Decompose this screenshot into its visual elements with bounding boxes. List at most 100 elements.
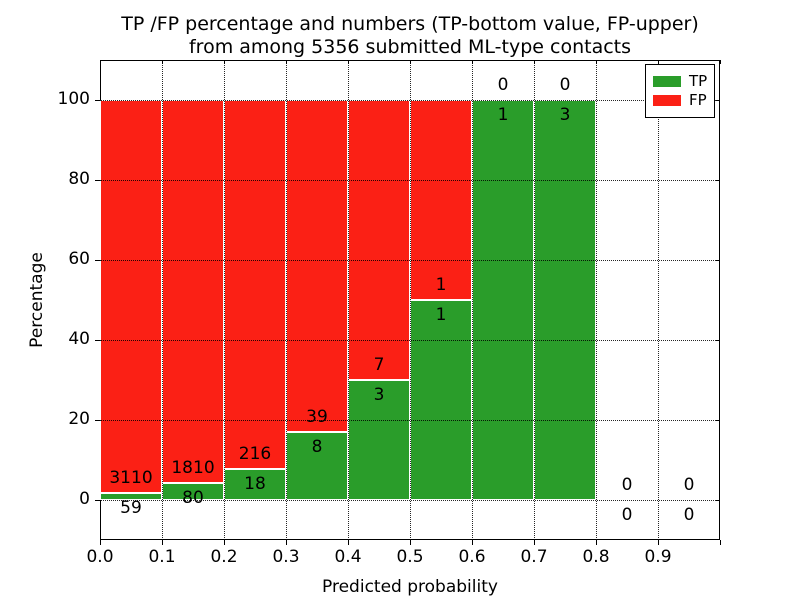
fp-count-label: 0 <box>497 75 509 95</box>
x-gridline <box>348 60 349 540</box>
tp-count-label: 0 <box>683 505 695 525</box>
x-tick <box>99 60 101 64</box>
x-gridline <box>596 60 597 540</box>
fp-count-label: 7 <box>373 355 385 375</box>
fp-bar-segment <box>224 100 286 470</box>
fp-count-label: 1 <box>435 275 447 295</box>
x-gridline <box>658 60 659 540</box>
x-gridline <box>472 60 473 540</box>
x-tick <box>223 540 225 545</box>
x-tick-label: 0.9 <box>644 547 672 567</box>
fp-count-label: 1810 <box>171 458 215 479</box>
y-tick-label: 80 <box>68 169 90 189</box>
y-tick <box>716 499 720 501</box>
y-tick <box>95 259 100 261</box>
fp-bar-segment <box>410 100 472 300</box>
y-tick-label: 100 <box>57 89 90 109</box>
x-tick <box>595 60 597 64</box>
tp-legend-label: TP <box>689 72 708 90</box>
x-gridline <box>410 60 411 540</box>
x-tick <box>347 540 349 545</box>
x-tick-label: 0.1 <box>148 547 176 567</box>
y-tick <box>95 99 100 101</box>
fp-count-label: 39 <box>306 406 328 427</box>
tp-count-label: 80 <box>182 488 204 509</box>
x-tick <box>99 540 101 545</box>
tp-bar-segment <box>100 492 162 500</box>
x-tick <box>657 60 659 64</box>
tp-bar-segment <box>410 300 472 500</box>
fp-bar-segment <box>348 100 410 380</box>
tp-bar-segment <box>224 469 286 500</box>
tp-bar-segment <box>472 100 534 500</box>
x-tick <box>409 540 411 545</box>
x-tick <box>285 60 287 64</box>
y-gridline <box>100 420 720 421</box>
y-tick-label: 20 <box>68 409 90 429</box>
fp-bar-segment <box>162 100 224 484</box>
y-tick <box>95 339 100 341</box>
tp-bar-segment <box>348 380 410 500</box>
y-tick-label: 0 <box>79 489 90 509</box>
legend-entry-tp: TP <box>653 73 707 90</box>
legend: TP FP <box>645 64 715 118</box>
tp-count-label: 1 <box>497 105 509 125</box>
fp-count-label: 216 <box>238 444 272 465</box>
y-axis-label: Percentage <box>27 252 47 348</box>
legend-entry-fp: FP <box>653 92 707 109</box>
tp-count-label: 8 <box>311 436 323 457</box>
x-tick <box>657 540 659 545</box>
y-gridline <box>100 340 720 341</box>
tp-count-label: 59 <box>120 497 142 518</box>
x-gridline <box>162 60 163 540</box>
x-tick <box>533 60 535 64</box>
x-tick <box>595 540 597 545</box>
chart-title-line1: TP /FP percentage and numbers (TP-bottom… <box>121 13 699 35</box>
x-tick-label: 0.3 <box>272 547 300 567</box>
fp-bar-segment <box>100 100 162 493</box>
y-tick <box>716 419 720 421</box>
y-gridline <box>100 260 720 261</box>
x-gridline <box>286 60 287 540</box>
x-tick <box>719 540 721 545</box>
tp-count-label: 18 <box>244 474 266 495</box>
x-tick-label: 0.5 <box>396 547 424 567</box>
x-tick-label: 0.7 <box>520 547 548 567</box>
tp-count-label: 0 <box>621 505 633 525</box>
tp-count-label: 1 <box>435 305 447 325</box>
x-tick <box>409 60 411 64</box>
fp-count-label: 0 <box>683 475 695 495</box>
fp-count-label: 0 <box>621 475 633 495</box>
x-tick <box>161 60 163 64</box>
tp-count-label: 3 <box>559 105 571 125</box>
y-tick <box>95 499 100 501</box>
y-gridline <box>100 180 720 181</box>
tp-count-label: 3 <box>373 385 385 405</box>
x-tick <box>347 60 349 64</box>
x-tick-label: 0.8 <box>582 547 610 567</box>
y-tick-label: 60 <box>68 249 90 269</box>
x-tick-label: 0.6 <box>458 547 486 567</box>
x-tick <box>471 540 473 545</box>
fp-count-label: 0 <box>559 75 571 95</box>
x-gridline <box>534 60 535 540</box>
x-tick <box>161 540 163 545</box>
y-tick-label: 40 <box>68 329 90 349</box>
tp-legend-swatch <box>653 76 681 87</box>
y-tick <box>716 99 720 101</box>
y-tick <box>716 179 720 181</box>
fp-legend-swatch <box>653 95 681 106</box>
x-axis-label: Predicted probability <box>322 577 498 597</box>
chart-title: TP /FP percentage and numbers (TP-bottom… <box>100 13 720 59</box>
y-tick <box>95 179 100 181</box>
x-tick <box>719 60 721 64</box>
x-gridline <box>224 60 225 540</box>
y-gridline <box>100 500 720 501</box>
y-tick <box>716 259 720 261</box>
y-gridline <box>100 100 720 101</box>
y-tick <box>716 339 720 341</box>
x-tick-label: 0.2 <box>210 547 238 567</box>
chart-title-line2: from among 5356 submitted ML-type contac… <box>188 36 632 58</box>
